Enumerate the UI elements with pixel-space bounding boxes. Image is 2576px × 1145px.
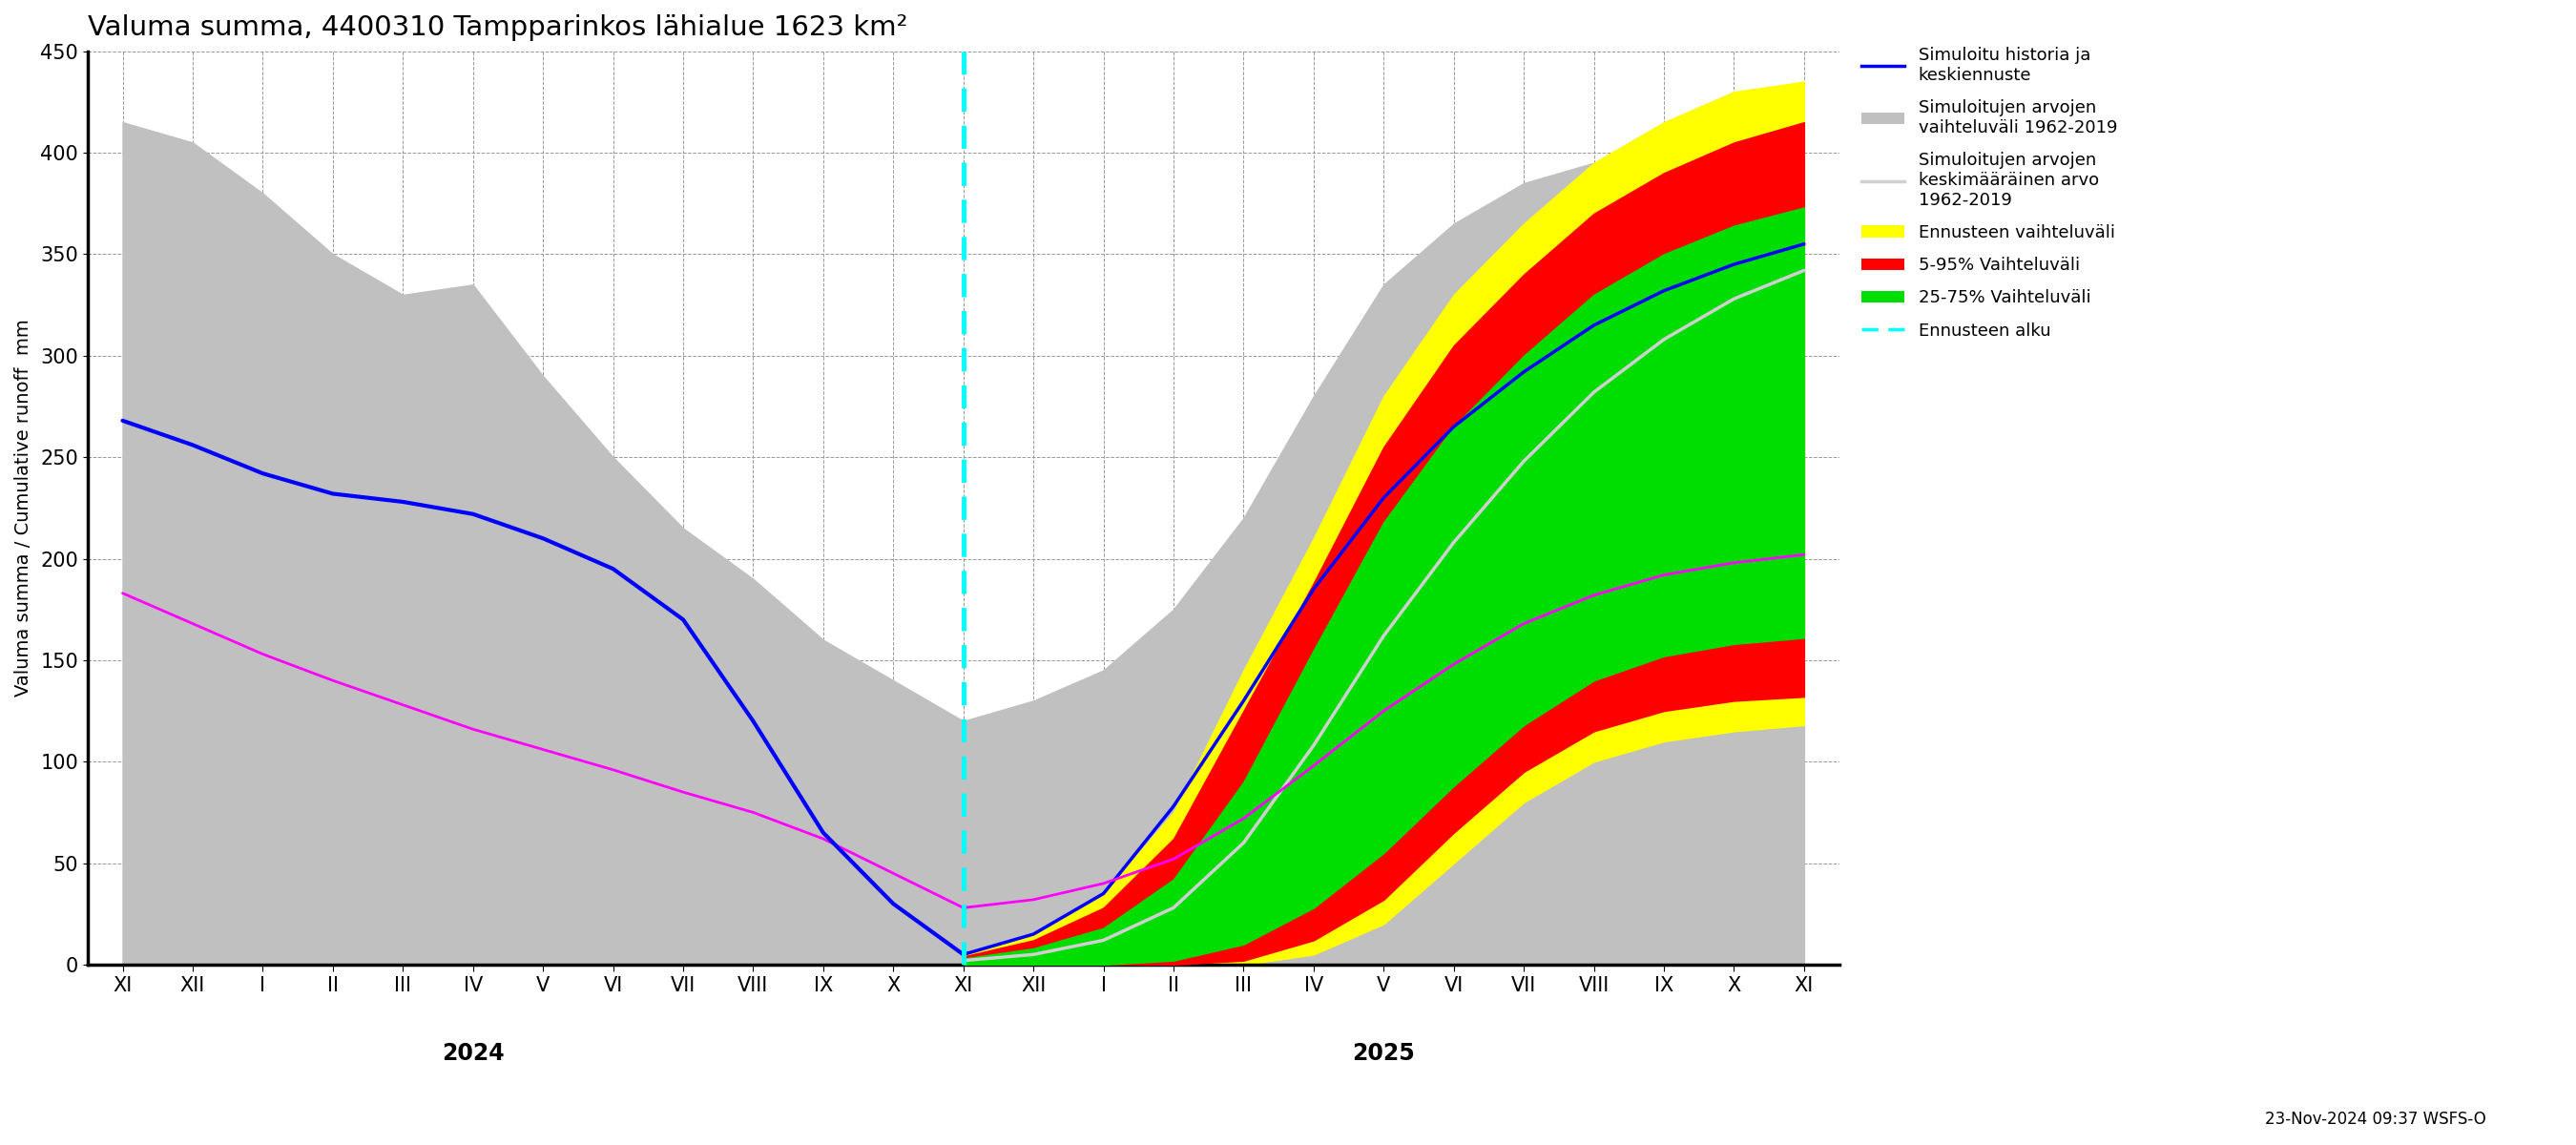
Legend: Simuloitu historia ja
keskiennuste, Simuloitujen arvojen
vaihteluväli 1962-2019,: Simuloitu historia ja keskiennuste, Simu… — [1857, 41, 2123, 345]
Y-axis label: Valuma summa / Cumulative runoff  mm: Valuma summa / Cumulative runoff mm — [15, 319, 33, 696]
Text: Valuma summa, 4400310 Tampparinkos lähialue 1623 km²: Valuma summa, 4400310 Tampparinkos lähia… — [88, 14, 907, 41]
Text: 2024: 2024 — [440, 1042, 505, 1065]
Text: 23-Nov-2024 09:37 WSFS-O: 23-Nov-2024 09:37 WSFS-O — [2264, 1111, 2486, 1128]
Text: 2025: 2025 — [1352, 1042, 1414, 1065]
